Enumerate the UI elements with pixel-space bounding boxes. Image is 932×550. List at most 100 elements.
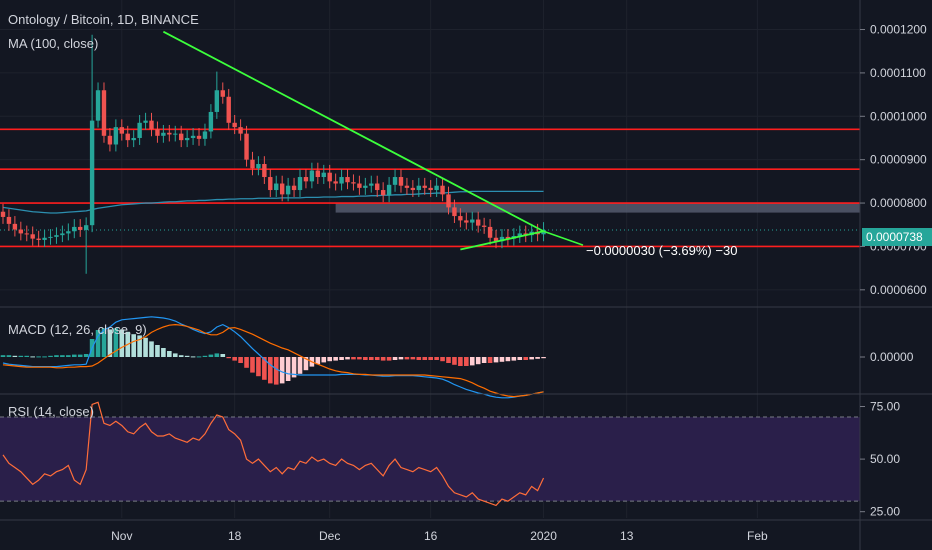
macd-histogram-bar [172,353,178,357]
macd-histogram-bar [434,357,439,360]
macd-histogram-bar [279,357,285,384]
candle-body [107,135,113,145]
candle-body [327,172,332,182]
macd-legend[interactable]: MACD (12, 26, close, 9) [8,322,147,337]
macd-histogram-bar [214,353,220,357]
candle-body [268,177,273,191]
macd-histogram-bar [392,357,398,360]
candle-body [297,177,303,191]
candle-body [487,226,493,238]
rsi-tick-label: 75.00 [870,400,900,414]
candle-body [190,135,196,138]
candle-body [78,226,83,230]
candle-body [24,233,29,235]
candle-body [60,233,65,236]
candle-body [291,185,297,191]
candle-body [345,177,350,183]
macd-histogram-bar [113,328,119,357]
candle-body [12,223,18,230]
time-tick-label: 13 [620,529,634,543]
macd-histogram-bar [428,357,433,360]
candle-body [149,120,154,130]
price-tick-label: 0.0001000 [870,109,927,123]
macd-histogram-bar [131,334,136,357]
candle-body [476,219,481,226]
macd-histogram-bar [178,355,184,357]
candle-body [173,133,178,135]
candle-body [505,236,511,239]
candle-body [36,238,41,240]
macd-histogram-bar [149,341,154,357]
macd-histogram-bar [404,357,410,360]
candle-body [18,229,24,234]
macd-histogram-bar [83,354,89,357]
candle-body [357,183,362,188]
macd-histogram-bar [71,354,77,357]
macd-histogram-bar [143,337,148,357]
macd-layer [0,316,546,399]
symbol-title[interactable]: Ontology / Bitcoin, 1D, BINANCE [8,12,199,27]
candle-body [375,183,380,191]
trendlines-layer[interactable] [162,30,584,251]
candle-body [155,129,160,136]
candle-body [119,127,124,134]
macd-histogram-bar [505,357,511,362]
candle-body [303,177,309,182]
macd-histogram-bar [77,354,83,357]
ma-legend[interactable]: MA (100, close) [8,36,99,51]
candle-body [196,135,202,139]
macd-histogram-bar [464,357,469,366]
macd-histogram-bar [184,355,190,357]
trendline [460,230,544,251]
candle-body [220,90,225,97]
candle-body [446,194,451,208]
macd-histogram-bar [256,357,261,377]
macd-histogram-bar [351,357,356,360]
candle-body [89,120,95,226]
macd-line [2,316,544,399]
candle-body [95,90,101,121]
macd-histogram-bar [327,357,332,362]
macd-histogram-bar [244,357,249,368]
resistance-zone [335,203,860,213]
time-tick-label: Feb [747,529,768,543]
candle-body [339,177,344,184]
rsi-band [0,416,860,502]
candle-body [470,219,475,223]
macd-histogram-bar [262,357,267,380]
candle-body [333,181,338,184]
macd-histogram-bar [541,357,546,359]
candle-body [202,131,208,139]
candle-body [440,185,445,195]
macd-histogram-bar [54,355,59,357]
macd-histogram-bar [196,356,202,358]
macd-histogram-bar [238,357,243,363]
rsi-tick-label: 50.00 [870,452,900,466]
candle-body [464,220,469,223]
macd-histogram-bar [493,357,499,363]
price-tick-label: 0.0000800 [870,196,927,210]
macd-histogram-bar [285,357,291,381]
trendline [162,30,544,233]
macd-histogram-bar [12,355,18,357]
macd-tick-label: 0.00000 [870,350,914,364]
candle-body [250,159,255,169]
macd-histogram-bar [487,357,493,363]
price-tick-label: 0.0000600 [870,283,927,297]
candle-body [262,164,267,178]
macd-histogram-bar [24,355,30,357]
candle-body [214,90,220,112]
candle-body [54,235,59,237]
rsi-legend[interactable]: RSI (14, close) [8,404,94,419]
macd-histogram-bar [208,354,214,357]
candle-body [0,211,6,217]
candle-body [392,177,398,185]
macd-histogram-bar [107,329,113,357]
macd-histogram-bar [137,335,142,357]
macd-histogram-bar [18,355,24,357]
candle-body [380,190,386,196]
candle-body [410,187,416,191]
candle-body [434,185,439,191]
